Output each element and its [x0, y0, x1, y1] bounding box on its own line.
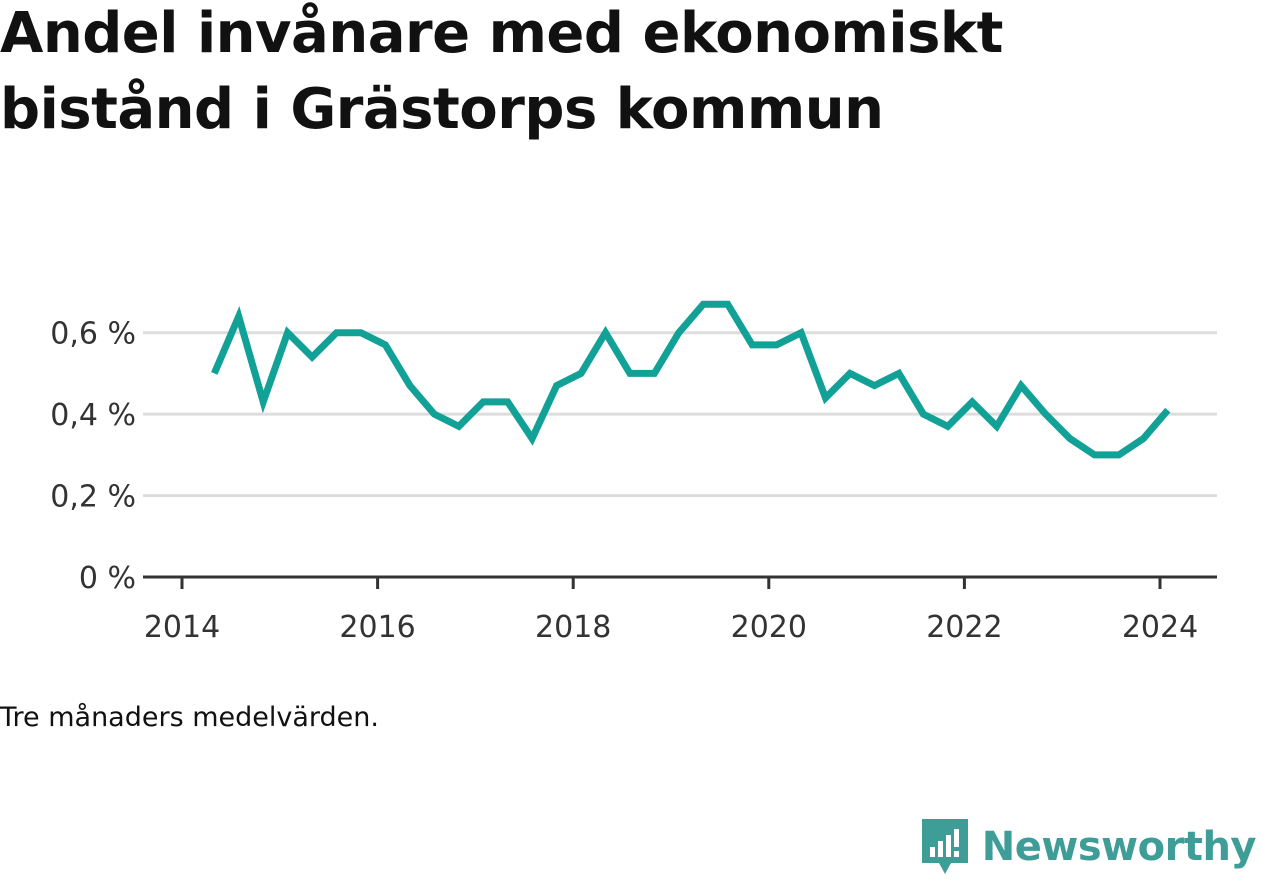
x-tick-label: 2022	[926, 610, 1002, 645]
x-tick-label: 2020	[731, 610, 807, 645]
x-tick-label: 2018	[535, 610, 611, 645]
y-tick-label: 0,6 %	[50, 317, 136, 352]
x-ticks	[180, 577, 1162, 589]
chart-note: Tre månaders medelvärden.	[0, 702, 379, 733]
x-tick-labels: 2014 2016 2018 2020 2022 2024	[144, 610, 1198, 645]
bar-chart-speech-bubble-icon	[921, 819, 968, 874]
y-tick-label: 0 %	[79, 561, 136, 596]
chart-title: Andel invånare med ekonomiskt bistånd i …	[0, 1, 1003, 142]
x-tick-label: 2016	[339, 610, 415, 645]
grid-lines	[143, 331, 1217, 498]
y-tick-label: 0,4 %	[50, 398, 136, 433]
brand-logo: Newsworthy	[920, 817, 1257, 877]
series-line	[211, 300, 1171, 459]
x-tick-label: 2024	[1122, 610, 1198, 645]
line-chart: 0 %0,2 %0,4 %0,6 % 2014 2016 2018 2020 2022 2…	[50, 300, 1217, 645]
x-tick-label: 2014	[144, 610, 220, 645]
y-tick-labels: 0 % 0,2 % 0,4 % 0,6 %	[50, 317, 136, 596]
y-tick-label: 0,2 %	[50, 480, 136, 515]
brand-name: Newsworthy	[981, 824, 1257, 870]
